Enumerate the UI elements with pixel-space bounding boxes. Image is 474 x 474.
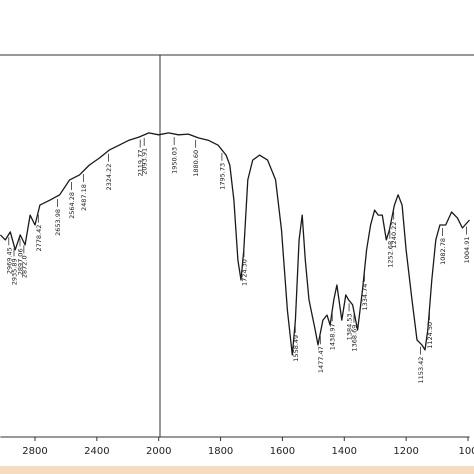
- x-tick-label: 1800: [208, 446, 233, 457]
- peak-label: 2564.28: [68, 192, 76, 219]
- peak-label: 1384.53: [346, 313, 354, 340]
- x-tick-label: 2000: [146, 446, 171, 457]
- peak-label: 1477.47: [317, 346, 325, 373]
- x-tick-label: 2800: [22, 446, 47, 457]
- peak-label: 2897.06: [16, 248, 24, 275]
- peak-label: 1334.74: [361, 284, 369, 311]
- peak-label: 1950.03: [171, 147, 179, 174]
- x-tick-label: 100: [458, 446, 474, 457]
- x-tick-label: 2400: [84, 446, 109, 457]
- peak-label: 1082.78: [439, 238, 447, 265]
- peak-label: 2778.42: [35, 225, 43, 252]
- x-tick-label: 1200: [393, 446, 418, 457]
- peak-label: 1368.69: [350, 325, 358, 352]
- peak-label: 1153.42: [417, 357, 425, 384]
- peak-label: 1252.68: [386, 241, 394, 268]
- peak-label: 2093.91: [141, 148, 149, 175]
- x-tick-label: 1400: [332, 446, 357, 457]
- peak-label: 1724.30: [240, 259, 248, 286]
- x-tick-label: 1600: [270, 446, 295, 457]
- spectrum-line: [0, 132, 470, 356]
- peak-label: 1124.50: [426, 322, 434, 349]
- peak-label: 1880.60: [192, 150, 200, 177]
- peak-label: 1438.97: [329, 323, 337, 350]
- peak-label: 2487.18: [80, 184, 88, 211]
- peak-label: 2653.98: [54, 209, 62, 236]
- peak-label: 2935.89: [10, 258, 18, 285]
- peak-label: 2969.45: [5, 247, 13, 274]
- peak-label: 1004.91: [463, 236, 471, 263]
- peak-label: 1795.73: [218, 163, 226, 190]
- peak-label: 2119.77: [137, 150, 145, 177]
- peak-label: 2324.22: [105, 164, 113, 191]
- peak-label: 2872.0: [20, 255, 28, 278]
- peak-label: 1240.22: [390, 222, 398, 249]
- peak-label: 1558.49: [292, 335, 300, 362]
